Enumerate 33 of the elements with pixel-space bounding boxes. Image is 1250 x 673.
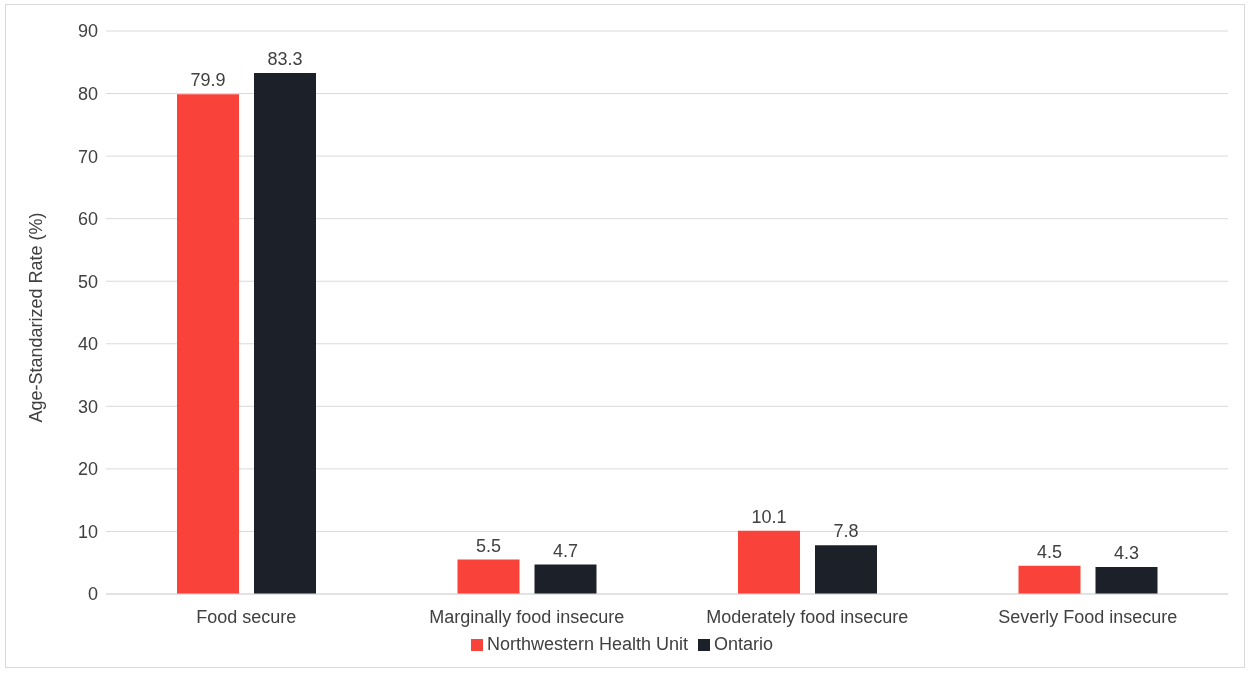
y-tick-label: 80 xyxy=(77,83,98,104)
bar xyxy=(254,72,316,594)
data-label: 4.7 xyxy=(552,540,579,561)
y-tick-label: 40 xyxy=(77,334,98,355)
bar xyxy=(738,530,800,594)
data-label: 79.9 xyxy=(190,70,226,91)
x-tick-label: Marginally food insecure xyxy=(429,606,625,627)
y-tick-label: 30 xyxy=(77,396,98,417)
data-label: 4.3 xyxy=(1113,543,1140,564)
x-tick-label: Food secure xyxy=(196,606,297,627)
y-tick-label: 60 xyxy=(77,209,98,230)
data-label: 10.1 xyxy=(751,506,787,527)
y-tick-label: 20 xyxy=(77,459,98,480)
data-label: 83.3 xyxy=(267,48,303,69)
x-tick-label: Moderately food insecure xyxy=(706,606,909,627)
y-tick-label: 10 xyxy=(77,521,98,542)
legend-label: Ontario xyxy=(714,634,774,654)
y-tick-label: 0 xyxy=(87,584,98,605)
y-tick-label: 50 xyxy=(77,271,98,292)
data-label: 7.8 xyxy=(833,521,859,542)
bar xyxy=(457,559,520,594)
legend-label: Northwestern Health Unit xyxy=(486,634,689,654)
bar xyxy=(815,545,877,594)
bar xyxy=(534,564,597,594)
x-tick-label: Severly Food insecure xyxy=(998,606,1178,627)
y-tick-label: 90 xyxy=(77,21,98,42)
data-label: 4.5 xyxy=(1036,541,1063,562)
data-label: 5.5 xyxy=(475,535,502,556)
bar xyxy=(177,94,239,594)
y-tick-label: 70 xyxy=(77,146,98,167)
bar xyxy=(1018,565,1081,594)
y-axis-title: Age-Standarized Rate (%) xyxy=(26,212,47,423)
bar xyxy=(1095,567,1158,594)
